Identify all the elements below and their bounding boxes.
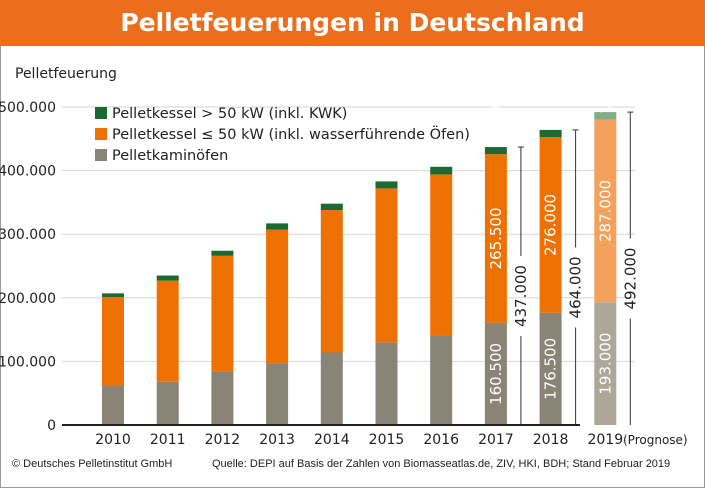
x-tick-label: 2019 <box>587 432 623 448</box>
y-tick-label: 200.000 <box>0 291 56 307</box>
total-label: 437.000 <box>512 265 530 327</box>
x-tick-label: 2018 <box>533 432 569 448</box>
bar-segment <box>266 223 289 230</box>
bar-segment <box>430 335 453 425</box>
bar-segment <box>320 210 343 353</box>
bar-segment <box>594 112 617 120</box>
bar-segment <box>539 129 562 138</box>
y-tick-label: 100.000 <box>0 354 56 370</box>
bar-segment <box>484 147 507 155</box>
y-tick-label: 300.000 <box>0 227 56 243</box>
bar-segment <box>156 275 179 281</box>
x-tick-label: 2013 <box>259 432 295 448</box>
bar-segment <box>484 322 507 425</box>
legend-label: Pelletkaminöfen <box>112 148 228 164</box>
bar-segment <box>594 302 617 425</box>
bar-segment <box>102 297 124 386</box>
bar-segment <box>539 137 562 313</box>
x-tick-label: 2014 <box>314 432 350 448</box>
bar-segment <box>430 174 453 336</box>
legend-swatch <box>95 107 107 119</box>
data-label: 287.000 <box>596 180 614 242</box>
bar-segment <box>266 363 289 425</box>
footer: © Deutsches Pelletinstitut GmbH Quelle: … <box>12 458 697 474</box>
bar-segment <box>594 119 617 303</box>
data-label: 11.000 <box>487 96 505 148</box>
y-tick-label: 0 <box>47 418 56 434</box>
y-tick-label: 400.000 <box>0 164 56 180</box>
bar-segment <box>266 229 289 364</box>
x-tick-label: 2015 <box>369 432 405 448</box>
total-label: 492.000 <box>621 248 639 310</box>
chart-title: Pelletfeuerungen in Deutschland <box>0 0 705 46</box>
bar-segment <box>484 154 507 323</box>
bar-segment <box>320 203 343 211</box>
bar-segment <box>211 371 234 425</box>
data-label: 160.500 <box>487 343 505 405</box>
x-tick-label: 2010 <box>95 432 131 448</box>
bar-segment <box>375 342 398 425</box>
x-tick-label: 2017 <box>478 432 514 448</box>
y-axis-label: Pelletfeuerung <box>15 66 117 82</box>
source-note: Quelle: DEPI auf Basis der Zahlen von Bi… <box>212 458 671 470</box>
bar-segment <box>102 293 124 298</box>
bar-segment <box>156 280 179 382</box>
bar-segment <box>375 181 398 189</box>
bar-segment <box>375 188 398 343</box>
data-label: 12.000 <box>596 61 614 114</box>
bar-segment <box>102 385 124 425</box>
y-tick-label: 500.000 <box>0 100 56 116</box>
total-label: 464.000 <box>567 256 585 318</box>
legend-label: Pelletkessel ≤ 50 kW (inkl. wasserführen… <box>112 125 470 143</box>
x-tick-label: 2012 <box>205 432 241 448</box>
bar-segment <box>320 352 343 425</box>
bar-segment <box>211 250 234 256</box>
bar-segment <box>211 255 234 372</box>
data-label: 176.500 <box>542 338 560 400</box>
data-label: 265.500 <box>487 207 505 269</box>
bar-segment <box>156 381 179 425</box>
legend-swatch <box>95 128 107 140</box>
copyright: © Deutsches Pelletinstitut GmbH <box>12 458 173 470</box>
bar-segment <box>430 166 453 175</box>
legend-label: Pelletkessel > 50 kW (inkl. KWK) <box>112 106 347 122</box>
forecast-annotation: (Prognose) <box>623 433 688 447</box>
x-tick-label: 2016 <box>423 432 459 448</box>
bar-segment <box>539 312 562 425</box>
x-tick-label: 2011 <box>150 432 186 448</box>
legend-swatch <box>95 149 107 161</box>
data-label: 276.000 <box>542 194 560 256</box>
data-label: 11.500 <box>542 79 560 131</box>
data-label: 193.000 <box>596 333 614 395</box>
